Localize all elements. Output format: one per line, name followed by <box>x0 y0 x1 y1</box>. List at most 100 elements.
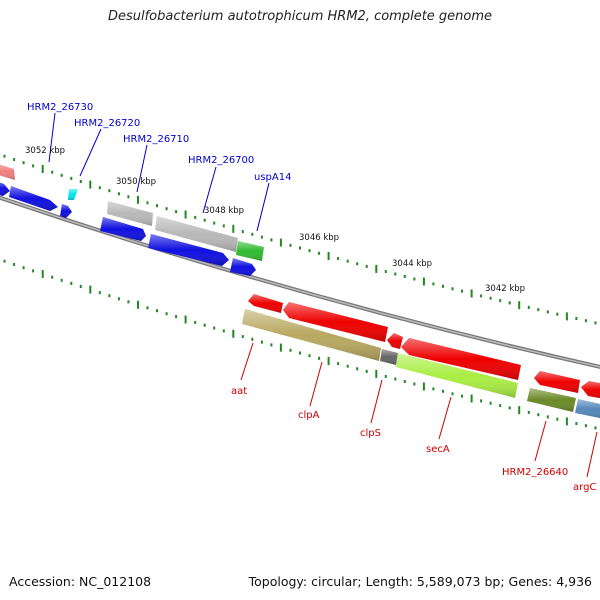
tick-mark <box>127 195 130 199</box>
tick-mark <box>98 291 101 295</box>
tick-mark <box>403 380 406 383</box>
gene-label-hrm2-26730[interactable]: HRM2_26730 <box>27 102 93 113</box>
tick-mark <box>337 362 340 366</box>
leader-clpa <box>309 361 323 407</box>
tick-mark <box>318 251 321 255</box>
gene-arrow-shade <box>100 217 146 241</box>
gene-arrow-shade <box>387 333 403 349</box>
tick-mark <box>51 170 54 174</box>
gene-arrow-shade <box>534 371 580 393</box>
tick-mark <box>413 277 416 281</box>
tick-mark <box>184 210 187 219</box>
kbp-label-3052: 3052 kbp <box>25 146 65 156</box>
tick-mark <box>22 161 25 165</box>
tick-mark <box>270 238 273 242</box>
tick-mark <box>537 308 540 312</box>
tick-mark <box>442 389 444 393</box>
tick-mark <box>203 218 206 222</box>
tick-mark <box>575 422 578 425</box>
tick-mark <box>499 299 502 303</box>
leader-hrm2-26730 <box>48 112 56 163</box>
leader-hrm2-26720 <box>79 128 102 177</box>
gene-label-hrm2-26720[interactable]: HRM2_26720 <box>74 118 140 129</box>
tick-mark <box>318 356 321 360</box>
gene-label-argc[interactable]: argC <box>573 482 596 493</box>
gene-arrow-shade <box>107 201 153 226</box>
kbp-label-3048: 3048 kbp <box>204 206 244 216</box>
tick-mark <box>137 300 139 309</box>
tick-mark <box>489 296 492 300</box>
gene-arrow-shade <box>581 381 600 399</box>
leader-hrm2-26700 <box>202 166 217 214</box>
tick-mark <box>308 249 311 253</box>
tick-mark <box>146 306 149 310</box>
gene-label-clps[interactable]: clpS <box>360 428 381 439</box>
leader-hrm2-26710 <box>136 144 148 193</box>
label-leaders <box>48 112 598 478</box>
tick-mark <box>108 189 111 193</box>
tick-mark <box>146 201 149 205</box>
tick-mark <box>279 343 282 352</box>
gene-arrow-shade <box>527 388 576 412</box>
gene-arrow-shade <box>401 338 521 380</box>
tick-mark <box>60 173 63 177</box>
tick-mark <box>470 394 473 403</box>
tick-marks <box>3 154 597 430</box>
tick-mark <box>241 335 244 339</box>
gene-arrow-shade <box>396 353 518 398</box>
tick-mark <box>222 329 225 333</box>
tick-mark <box>117 192 120 196</box>
gene-label-aat[interactable]: aat <box>231 386 247 397</box>
tick-mark <box>480 294 483 298</box>
gene-arrow-shade <box>242 309 381 361</box>
tick-mark <box>422 382 425 391</box>
tick-mark <box>175 315 178 319</box>
tick-mark <box>165 207 168 211</box>
tick-mark <box>22 266 25 270</box>
gene-label-uspa14[interactable]: uspA14 <box>254 172 291 183</box>
tick-mark <box>108 294 111 298</box>
tick-mark <box>184 315 187 324</box>
tick-mark <box>13 158 16 161</box>
tick-mark <box>518 406 521 415</box>
tick-mark <box>299 246 301 250</box>
gene-arrow-shade <box>148 234 229 266</box>
tick-mark <box>508 406 511 410</box>
tick-mark <box>546 310 549 314</box>
gene-arrow-shade <box>0 182 10 196</box>
tick-mark <box>384 270 387 273</box>
gene-arrow-shade <box>380 349 398 365</box>
gene-label-seca[interactable]: secA <box>426 444 450 455</box>
tick-mark <box>451 287 454 291</box>
tick-mark <box>413 382 416 386</box>
gene-label-hrm2-26640[interactable]: HRM2_26640 <box>502 467 568 478</box>
gene-label-hrm2-26700[interactable]: HRM2_26700 <box>188 155 254 166</box>
leader-clps <box>370 379 383 424</box>
tick-mark <box>70 176 73 180</box>
tick-mark <box>165 312 168 316</box>
gene-arrow-shade <box>60 204 72 218</box>
topology-text: Topology: circular; Length: 5,589,073 bp… <box>248 574 592 589</box>
gene-label-clpa[interactable]: clpA <box>298 410 320 421</box>
tick-mark <box>594 321 597 325</box>
tick-mark <box>213 221 216 225</box>
tick-mark <box>403 275 406 278</box>
accession-text: Accession: NC_012108 <box>9 574 152 589</box>
tick-mark <box>299 351 301 355</box>
gene-arrow-shade <box>248 294 283 313</box>
tick-mark <box>508 301 511 305</box>
tick-mark <box>79 285 82 288</box>
tick-mark <box>308 354 311 358</box>
tick-mark <box>41 270 44 278</box>
tick-mark <box>127 300 130 304</box>
tick-mark <box>3 259 6 263</box>
tick-mark <box>356 262 359 266</box>
tick-mark <box>279 238 282 247</box>
gene-arrow-shade <box>230 258 256 276</box>
gene-label-hrm2-26710[interactable]: HRM2_26710 <box>123 134 189 145</box>
tick-mark <box>194 320 197 324</box>
tick-mark <box>79 180 82 183</box>
gene-arrow-shade <box>575 399 600 418</box>
tick-mark <box>442 284 444 288</box>
